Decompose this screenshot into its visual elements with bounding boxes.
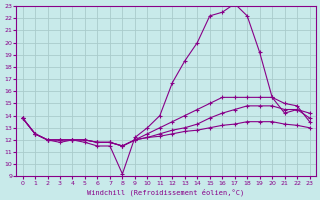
X-axis label: Windchill (Refroidissement éolien,°C): Windchill (Refroidissement éolien,°C) xyxy=(87,188,245,196)
